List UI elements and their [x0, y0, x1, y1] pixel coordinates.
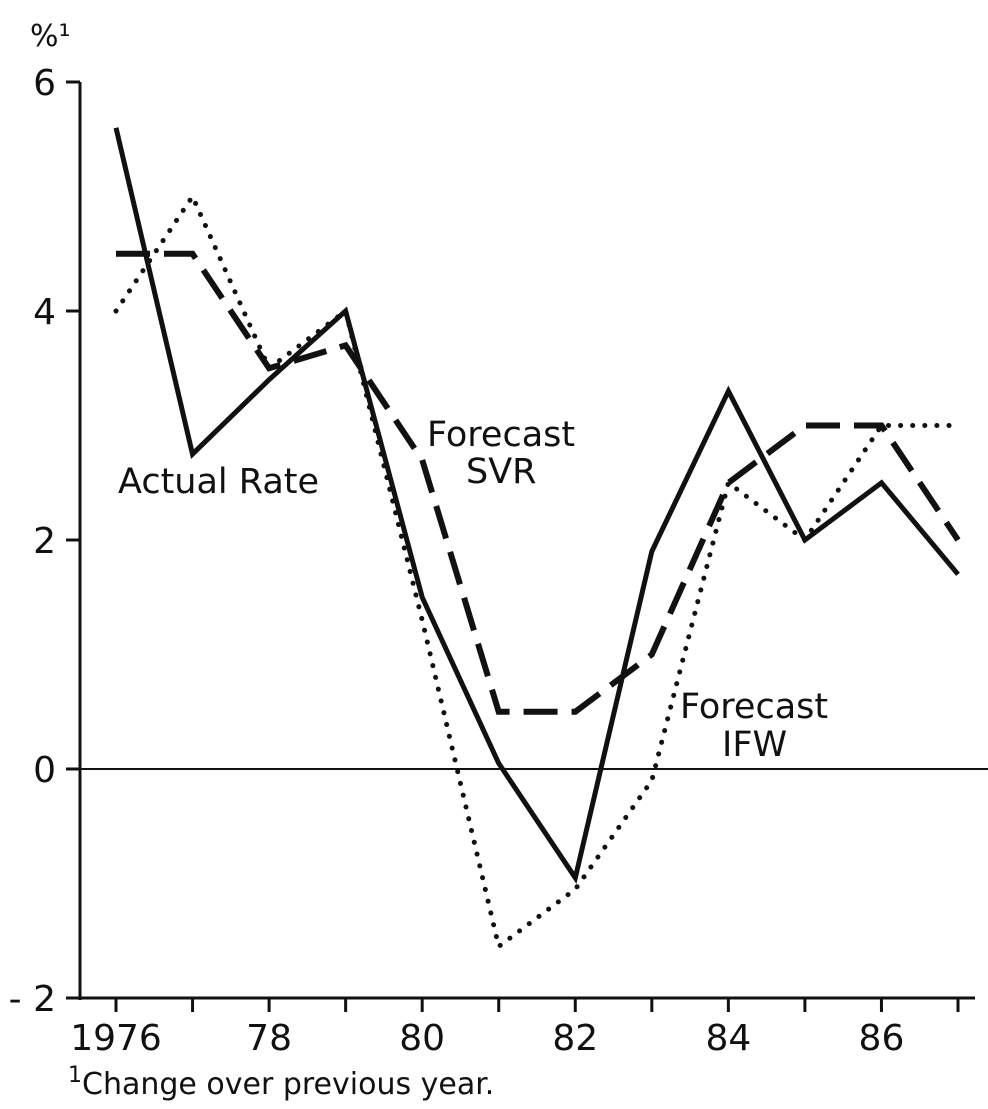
- x-tick-label: 82: [552, 1018, 598, 1059]
- x-tick-label: 86: [859, 1018, 905, 1059]
- footnote-mark: 1: [68, 1063, 82, 1088]
- x-tick-label: 1976: [70, 1018, 162, 1059]
- x-tick-label: 84: [705, 1018, 751, 1059]
- y-tick-label: 6: [33, 63, 56, 104]
- x-tick-label: 80: [399, 1018, 445, 1059]
- y-tick-label: 4: [33, 292, 56, 333]
- footnote-text: Change over previous year.: [82, 1067, 494, 1102]
- annotation-forecast-svr-line1: Forecast: [427, 415, 575, 455]
- footnote: 1Change over previous year.: [68, 1063, 494, 1102]
- series-line-forecast-svr: [116, 250, 961, 715]
- x-tick-label: 78: [246, 1018, 292, 1059]
- series-line-actual-rate: [113, 127, 960, 884]
- y-tick-label: - 2: [9, 979, 56, 1020]
- y-axis-unit-label: %¹: [30, 19, 71, 54]
- annotation-forecast-ifw-line1: Forecast: [680, 687, 828, 727]
- y-tick-label: 2: [33, 521, 56, 562]
- annotation-actual-rate: Actual Rate: [118, 462, 319, 502]
- annotation-forecast-ifw-line2: IFW: [722, 725, 787, 765]
- y-tick-label: 0: [33, 750, 56, 791]
- annotation-forecast-svr-line2: SVR: [466, 452, 536, 492]
- series-line-forecast-ifw: [113, 194, 961, 949]
